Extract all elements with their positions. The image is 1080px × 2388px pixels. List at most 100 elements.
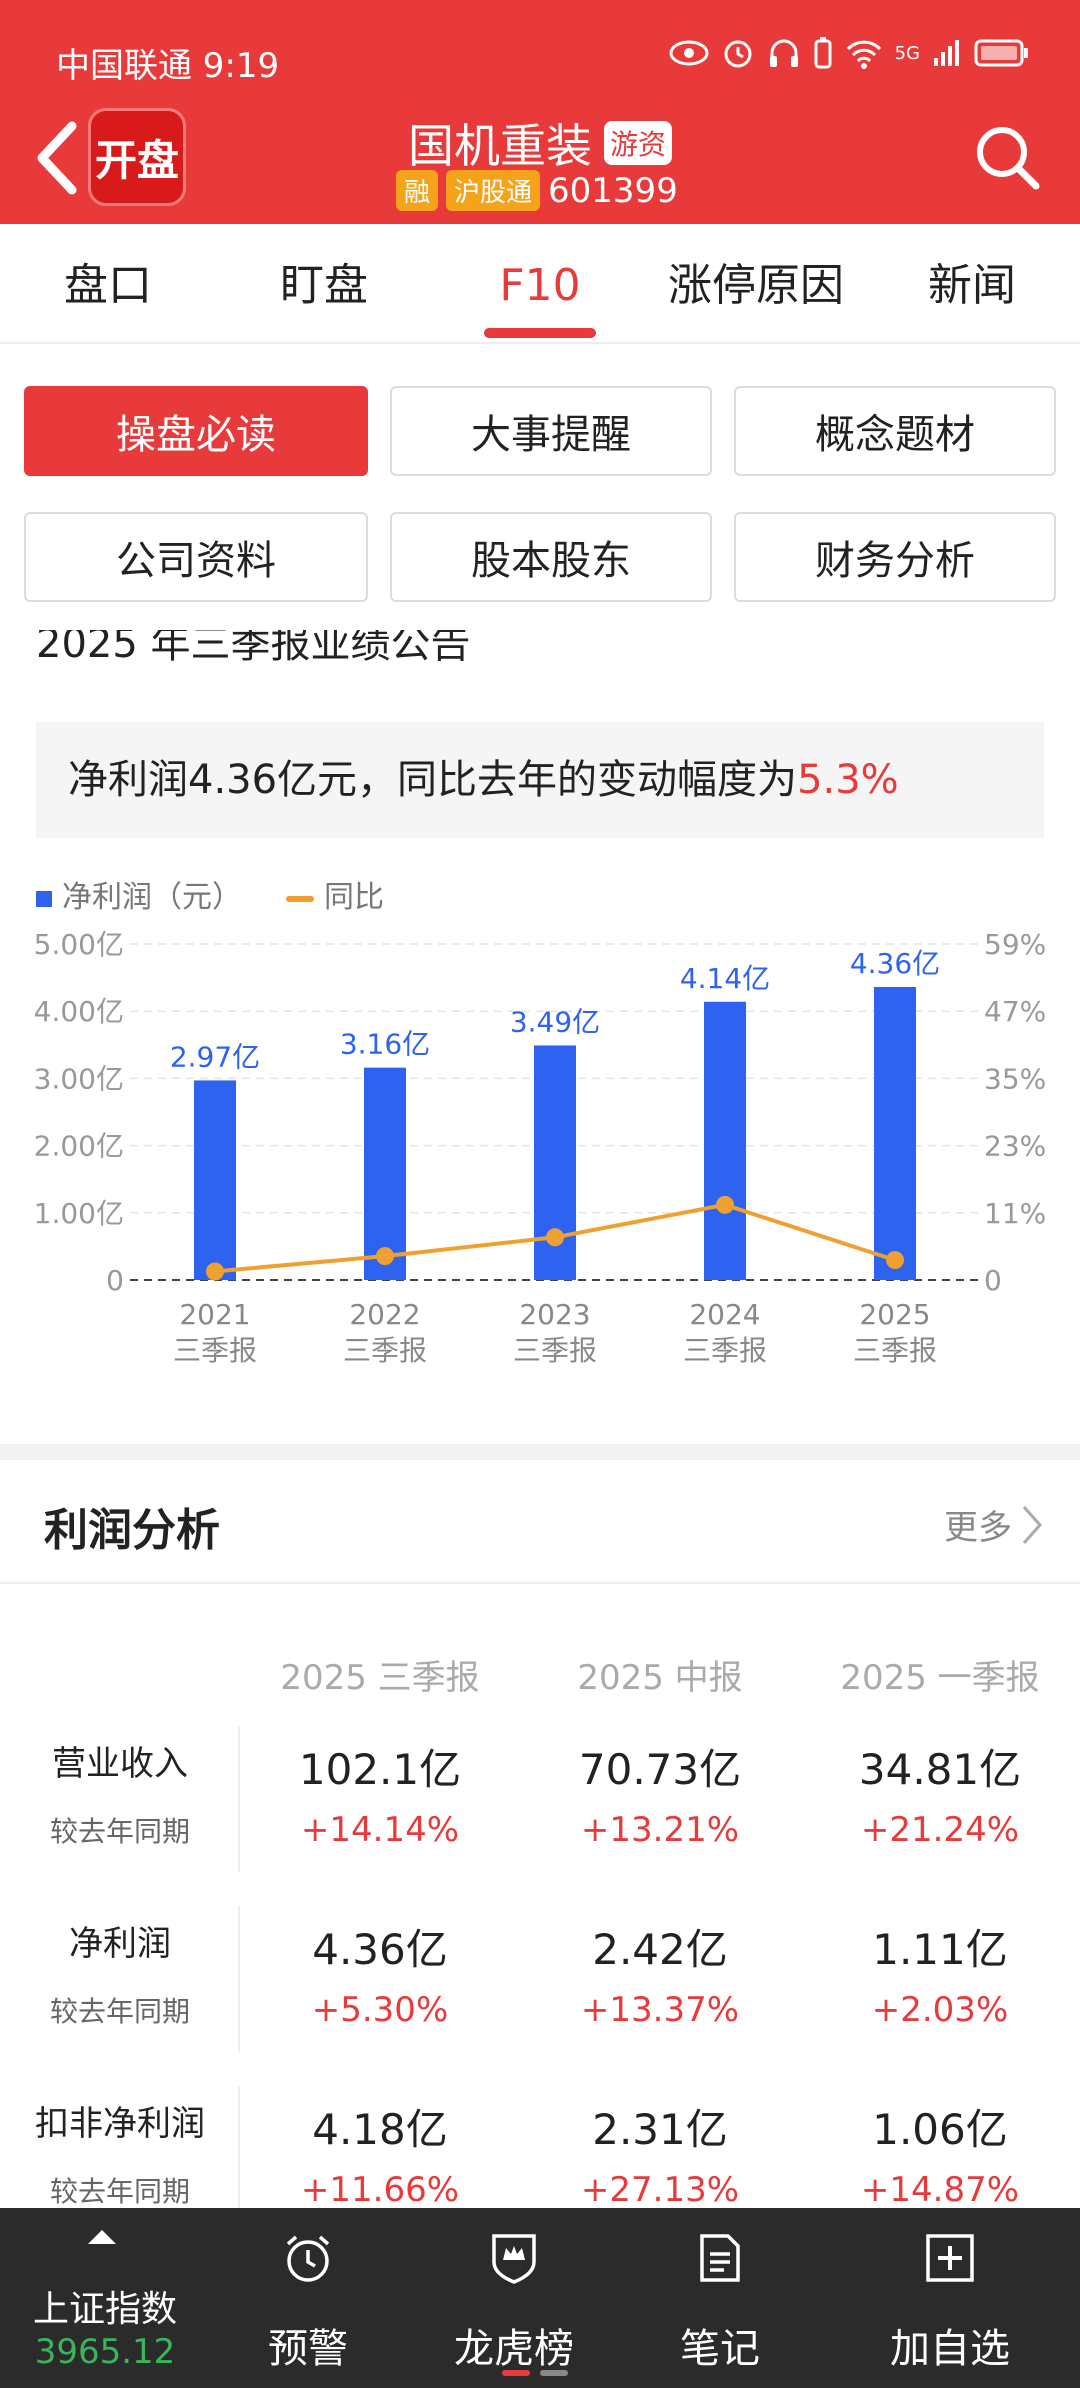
net-profit-h1: 2.42亿 bbox=[592, 1925, 728, 1974]
status-time: 中国联通 9:19 bbox=[56, 46, 280, 86]
stock-name: 国机重装 bbox=[408, 119, 592, 173]
yoy-point bbox=[376, 1247, 394, 1266]
eye-icon bbox=[669, 40, 709, 66]
bar-data-label: 4.36亿 bbox=[850, 947, 940, 980]
btn-shareholders[interactable]: 股本股东 bbox=[390, 512, 712, 602]
profit-section-title: 利润分析 bbox=[44, 1505, 220, 1556]
app-logo[interactable]: 开盘 bbox=[88, 108, 186, 206]
x-tick-sublabel: 三季报 bbox=[683, 1334, 767, 1367]
chevron-right-icon bbox=[1022, 1505, 1043, 1544]
revenue-q3: 102.1亿 bbox=[298, 1745, 462, 1794]
bar bbox=[364, 1067, 406, 1280]
revenue-h1: 70.73亿 bbox=[578, 1745, 742, 1794]
nav-notes-label: 笔记 bbox=[680, 2326, 760, 2372]
battery-small-icon bbox=[814, 37, 832, 69]
right-tick-label: 47% bbox=[984, 995, 1046, 1028]
right-tick-label: 0 bbox=[984, 1264, 1002, 1297]
status-icons: 5G bbox=[669, 36, 1030, 70]
header: 中国联通 9:19 5G 开盘 国机重装 游资 融 沪股通 601399 bbox=[0, 0, 1080, 224]
stock-code: 601399 bbox=[548, 170, 678, 211]
alarm-icon bbox=[724, 40, 752, 68]
left-tick-label: 0 bbox=[106, 1264, 124, 1297]
nav-alert-label: 预警 bbox=[268, 2326, 348, 2372]
btn-financial-analysis[interactable]: 财务分析 bbox=[734, 512, 1056, 602]
x-tick-sublabel: 三季报 bbox=[513, 1334, 597, 1367]
x-tick-label: 2023 bbox=[519, 1298, 590, 1331]
net-profit-q1-pct: +2.03% bbox=[871, 1990, 1009, 2030]
page-indicator bbox=[502, 2370, 568, 2376]
summary-highlight: 5.3% bbox=[797, 757, 899, 803]
bar-data-label: 4.14亿 bbox=[680, 962, 770, 995]
tab-limit-up-reason[interactable]: 涨停原因 bbox=[668, 260, 844, 311]
deducted-profit-h1: 2.31亿 bbox=[592, 2105, 728, 2154]
btn-event-reminder[interactable]: 大事提醒 bbox=[390, 386, 712, 476]
tab-bar: 盘口 盯盘 F10 涨停原因 新闻 bbox=[0, 224, 1080, 344]
nav-dragon-tiger[interactable]: 龙虎榜 bbox=[414, 2208, 614, 2388]
x-tick-label: 2024 bbox=[689, 1298, 760, 1331]
net-profit-q3: 4.36亿 bbox=[312, 1925, 448, 1974]
row-divider bbox=[238, 1906, 240, 2052]
legend-bar-label: 净利润（元） bbox=[62, 880, 242, 915]
tag-hgt: 沪股通 bbox=[446, 170, 541, 211]
net-profit-q1: 1.11亿 bbox=[872, 1925, 1008, 1974]
stock-subtitle: 融 沪股通 601399 bbox=[396, 170, 678, 211]
bar-data-label: 3.49亿 bbox=[510, 1005, 600, 1038]
bar bbox=[704, 1001, 746, 1280]
legend-line-item: 同比 bbox=[286, 872, 384, 916]
more-link[interactable]: 更多 bbox=[944, 1500, 1044, 1549]
tab-dingpan[interactable]: 盯盘 bbox=[280, 260, 368, 311]
index-widget[interactable]: 上证指数 3965.12 bbox=[0, 2208, 210, 2388]
tab-f10[interactable]: F10 bbox=[432, 224, 648, 342]
section-hr bbox=[0, 1582, 1080, 1584]
revenue-q3-pct: +14.14% bbox=[300, 1810, 460, 1850]
arrow-up-icon bbox=[88, 2230, 116, 2244]
wifi-icon bbox=[846, 40, 881, 69]
bar-data-label: 2.97亿 bbox=[170, 1040, 260, 1073]
add-box-icon bbox=[926, 2234, 974, 2282]
bottom-nav: 上证指数 3965.12 预警 龙虎榜 笔记 加自选 bbox=[0, 2208, 1080, 2388]
nav-add-watchlist[interactable]: 加自选 bbox=[850, 2208, 1050, 2388]
tab-news[interactable]: 新闻 bbox=[928, 260, 1016, 311]
report-title: 2025 年三季报业绩公告 bbox=[36, 630, 471, 667]
x-tick-sublabel: 三季报 bbox=[343, 1334, 427, 1367]
section-divider bbox=[0, 1444, 1080, 1460]
x-tick-label: 2021 bbox=[179, 1298, 250, 1331]
left-tick-label: 5.00亿 bbox=[34, 928, 124, 961]
signal-icon bbox=[934, 40, 959, 66]
yoy-point bbox=[716, 1195, 734, 1214]
right-tick-label: 35% bbox=[984, 1062, 1046, 1095]
nav-alert[interactable]: 预警 bbox=[208, 2208, 408, 2388]
tag-youzi: 游资 bbox=[604, 121, 673, 165]
x-tick-sublabel: 三季报 bbox=[173, 1334, 257, 1367]
tab-pankou[interactable]: 盘口 bbox=[64, 260, 152, 311]
col-head-q3: 2025 三季报 bbox=[280, 1658, 480, 1698]
legend-line-swatch bbox=[286, 895, 314, 902]
back-icon[interactable] bbox=[30, 118, 82, 198]
btn-trading-must-read[interactable]: 操盘必读 bbox=[24, 386, 368, 476]
left-tick-label: 4.00亿 bbox=[34, 995, 124, 1028]
left-tick-label: 3.00亿 bbox=[34, 1062, 124, 1095]
yoy-point bbox=[546, 1228, 564, 1247]
row-label-net-profit: 净利润 bbox=[69, 1924, 171, 1964]
btn-company-info[interactable]: 公司资料 bbox=[24, 512, 368, 602]
left-tick-label: 1.00亿 bbox=[34, 1197, 124, 1230]
col-head-h1: 2025 中报 bbox=[577, 1658, 743, 1698]
index-name: 上证指数 bbox=[32, 2289, 177, 2330]
search-icon[interactable] bbox=[972, 122, 1042, 192]
col-head-q1: 2025 一季报 bbox=[840, 1658, 1040, 1698]
chart-legend: 净利润（元） 同比 bbox=[36, 872, 384, 916]
nav-notes[interactable]: 笔记 bbox=[620, 2208, 820, 2388]
right-tick-label: 23% bbox=[984, 1130, 1046, 1163]
row-sub-net-profit: 较去年同期 bbox=[49, 1995, 190, 2028]
stock-title: 国机重装 游资 bbox=[408, 110, 673, 176]
row-label-revenue: 营业收入 bbox=[52, 1744, 188, 1784]
shield-crown-icon bbox=[492, 2234, 536, 2284]
headphone-icon bbox=[769, 39, 798, 67]
row-divider bbox=[238, 2086, 240, 2232]
nav-add-watchlist-label: 加自选 bbox=[890, 2326, 1010, 2372]
yoy-point bbox=[206, 1262, 224, 1281]
deducted-profit-q1: 1.06亿 bbox=[872, 2105, 1008, 2154]
revenue-q1: 34.81亿 bbox=[858, 1745, 1022, 1794]
deducted-profit-q3-pct: +11.66% bbox=[300, 2170, 460, 2210]
btn-concept-theme[interactable]: 概念题材 bbox=[734, 386, 1056, 476]
